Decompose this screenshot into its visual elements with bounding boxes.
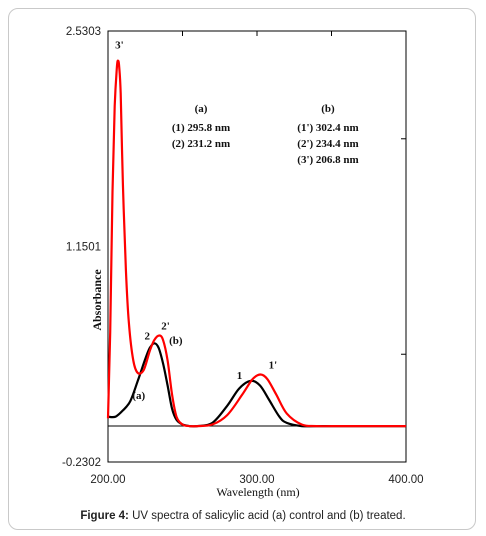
peak-label: 3'	[115, 40, 124, 52]
figure-caption: Figure 4: UV spectra of salicylic acid (…	[0, 510, 486, 522]
peak-label: (a)	[132, 390, 145, 402]
legend-b-line-1: (1') 302.4 nm	[297, 122, 358, 134]
y-axis-ticks: 2.5303 1.1501 -0.2302	[62, 26, 406, 469]
caption-label: Figure 4:	[80, 510, 129, 522]
y-tick-label: 1.1501	[66, 241, 101, 253]
legend-b-line-2: (2') 234.4 nm	[297, 138, 358, 150]
plot-area-border	[107, 30, 407, 463]
x-tick-label: 300.00	[239, 474, 274, 486]
legend-block-a: (a) (1) 295.8 nm (2) 231.2 nm	[172, 103, 230, 150]
legend-b-title: (b)	[321, 103, 335, 115]
y-tick-label: 2.5303	[66, 26, 101, 38]
series-group	[106, 59, 406, 428]
peak-label: 1	[237, 370, 243, 382]
x-axis-label: Wavelength (nm)	[216, 485, 299, 499]
x-axis-ticks: 200.00 300.00 400.00	[90, 31, 424, 486]
y-axis-label: Absorbance	[90, 269, 104, 331]
series-line-control	[107, 342, 406, 428]
legend-a-line-2: (2) 231.2 nm	[172, 138, 230, 150]
caption-text: UV spectra of salicylic acid (a) control…	[128, 510, 406, 522]
x-tick-label: 400.00	[388, 474, 423, 486]
legend-a-line-1: (1) 295.8 nm	[172, 122, 230, 134]
peak-label: 1'	[269, 360, 278, 372]
legend-b-line-3: (3') 206.8 nm	[297, 154, 358, 166]
peak-label: 2'	[161, 321, 170, 333]
peak-label: 2	[144, 330, 150, 342]
legend-a-title: (a)	[195, 103, 208, 115]
peak-label: (b)	[169, 335, 183, 347]
series-line-treated	[106, 59, 406, 428]
legend-block-b: (b) (1') 302.4 nm (2') 234.4 nm (3') 206…	[297, 103, 358, 166]
peak-labels: 3' 2 2' (b) (a) 1 1'	[115, 40, 277, 402]
x-tick-label: 200.00	[90, 474, 125, 486]
figure-frame	[8, 8, 476, 530]
y-tick-label: -0.2302	[62, 457, 101, 469]
